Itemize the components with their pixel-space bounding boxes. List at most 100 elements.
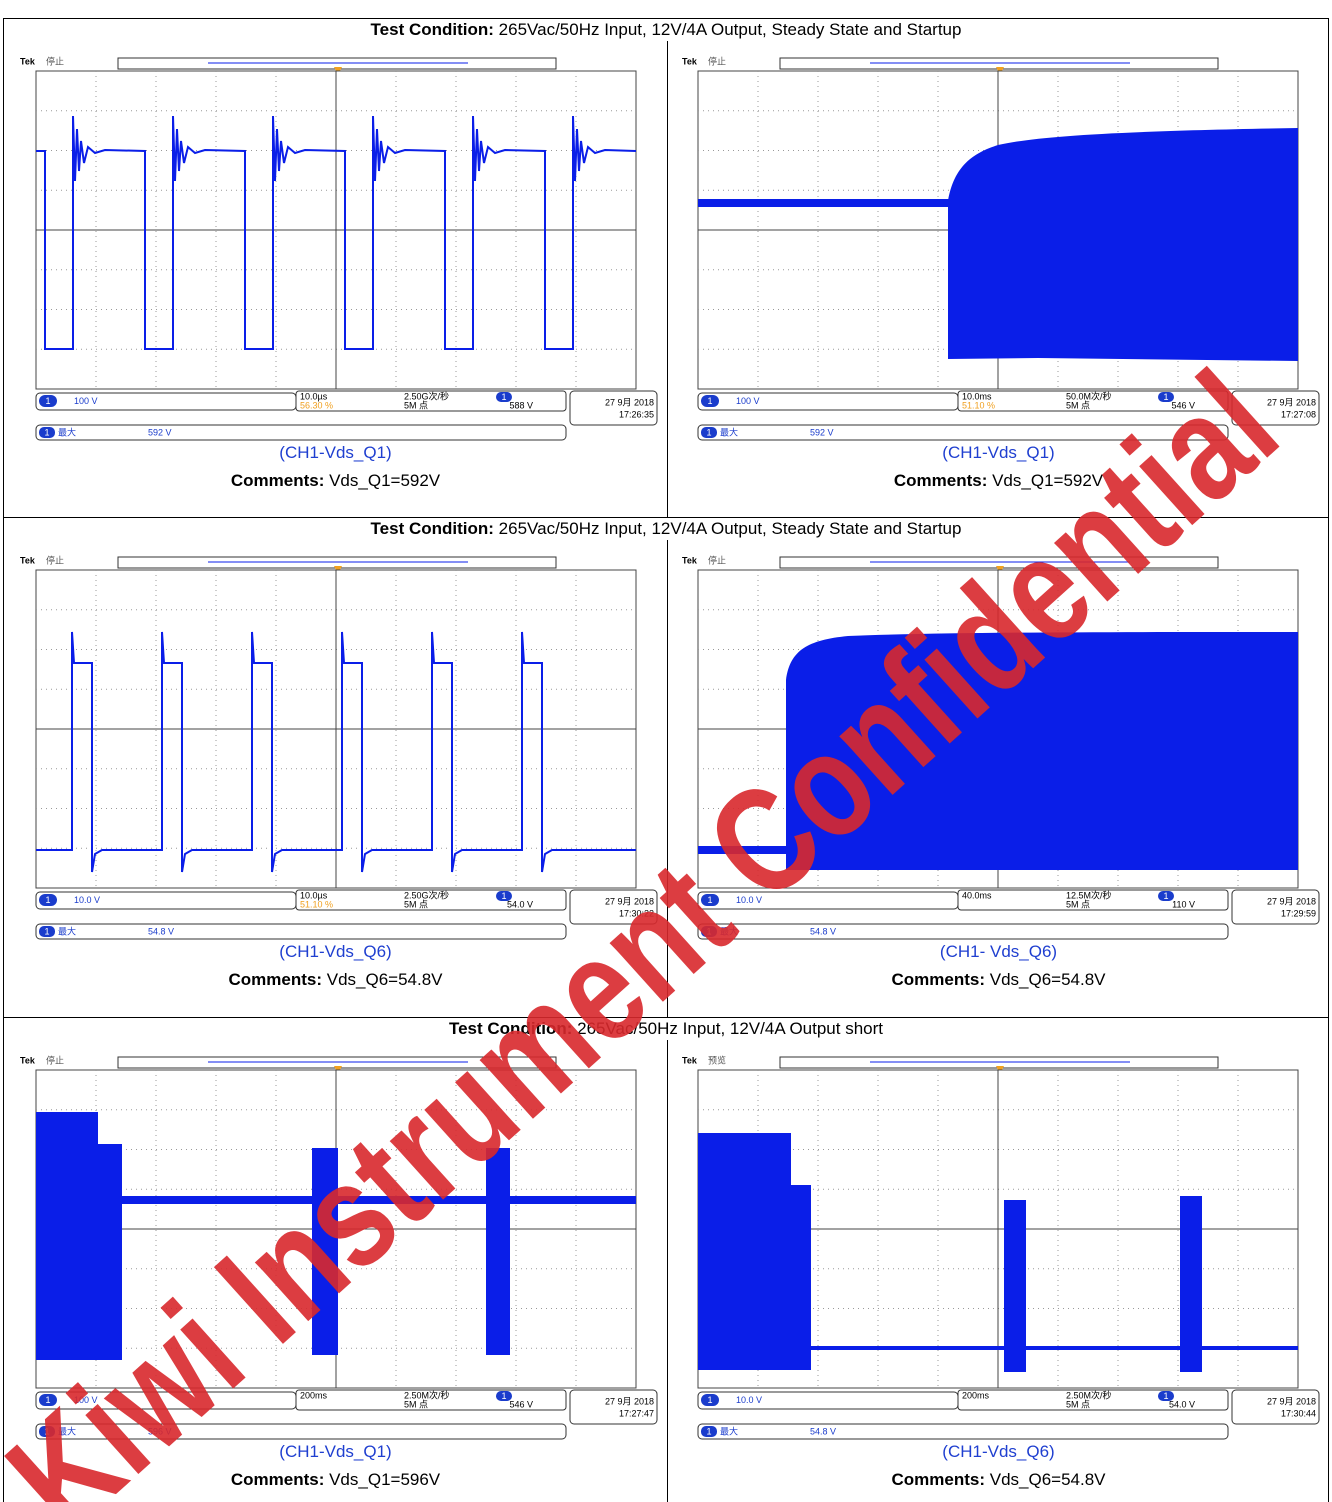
time: 17:27:47	[619, 1408, 654, 1418]
measure-value: 596 V	[148, 1426, 172, 1436]
oscilloscope-screen: Tek停止1100 V10.0µs56.30 %2.50G次/秒5M 点1588…	[18, 53, 658, 443]
trigger-channel: 1	[1163, 891, 1168, 901]
comments: Comments: Vds_Q6=54.8V	[667, 970, 1330, 990]
trigger-channel: 1	[1163, 1391, 1168, 1401]
measure-channel: 1	[706, 1426, 711, 1436]
condition-text: 265Vac/50Hz Input, 12V/4A Output, Steady…	[499, 519, 962, 538]
measure-box	[36, 924, 566, 939]
measure-box	[698, 1424, 1228, 1439]
trigger-channel: 1	[501, 392, 506, 402]
measure-channel: 1	[44, 427, 49, 437]
scope-status: 停止	[708, 554, 726, 565]
date-box	[570, 890, 657, 924]
comments-text: Vds_Q6=54.8V	[990, 970, 1106, 989]
trigger-channel: 1	[1163, 392, 1168, 402]
caption: (CH1-Vds_Q1)	[667, 443, 1330, 463]
scope-brand: Tek	[682, 555, 698, 565]
time: 17:29:59	[1281, 908, 1316, 918]
comments-label: Comments:	[894, 471, 988, 490]
test-condition: Test Condition: 265Vac/50Hz Input, 12V/4…	[4, 518, 1328, 540]
condition-label: Test Condition:	[371, 20, 494, 39]
measure-value: 592 V	[148, 427, 172, 437]
date: 27 9月 2018	[605, 1396, 654, 1406]
measure-box	[36, 1424, 566, 1439]
date: 27 9月 2018	[1267, 397, 1316, 407]
comments-label: Comments:	[231, 1470, 325, 1489]
channel-scale: 100 V	[74, 396, 98, 406]
waveform	[786, 632, 1298, 880]
channel-number: 1	[45, 1395, 50, 1405]
waveform	[1004, 1200, 1026, 1372]
page: Test Condition: 265Vac/50Hz Input, 12V/4…	[0, 0, 1332, 1502]
scope-status: 停止	[46, 554, 64, 565]
waveform	[312, 1148, 338, 1355]
trigger-channel: 1	[501, 1391, 506, 1401]
measure-box	[698, 425, 1228, 440]
comments-text: Vds_Q1=592V	[329, 471, 440, 490]
channel-scale: 10.0 V	[736, 1395, 762, 1405]
measure-channel: 1	[706, 427, 711, 437]
plot	[698, 570, 1298, 888]
plot	[698, 71, 1298, 389]
trigger-level: 54.0 V	[507, 899, 533, 909]
measure-value: 54.8 V	[810, 1426, 836, 1436]
channel-scale: 100 V	[736, 396, 760, 406]
comments-label: Comments:	[228, 970, 322, 989]
condition-label: Test Condition:	[449, 1019, 572, 1038]
date-box	[1232, 391, 1319, 425]
scope-brand: Tek	[20, 56, 36, 66]
caption: (CH1-Vds_Q6)	[4, 942, 667, 962]
comments: Comments: Vds_Q1=596V	[4, 1470, 667, 1490]
plot	[36, 71, 636, 389]
measure-box	[36, 425, 566, 440]
trigger-position: 56.30 %	[300, 400, 333, 410]
measure-box	[698, 924, 1228, 939]
comments: Comments: Vds_Q1=592V	[4, 471, 667, 491]
waveform	[36, 1112, 122, 1360]
comments-label: Comments:	[231, 471, 325, 490]
plot	[36, 1070, 636, 1388]
trigger-level: 110 V	[1172, 899, 1195, 909]
channel-scale: 10.0 V	[736, 895, 762, 905]
waveform	[698, 199, 950, 207]
channel-number: 1	[707, 396, 712, 406]
date-box	[570, 391, 657, 425]
condition-label: Test Condition:	[371, 519, 494, 538]
plot	[698, 1070, 1298, 1388]
trigger-level: 546 V	[1171, 400, 1195, 410]
scope-status: 停止	[46, 1054, 64, 1065]
trigger-position: 51.10 %	[962, 400, 995, 410]
comments-text: Vds_Q6=54.8V	[327, 970, 443, 989]
time: 17:26:35	[619, 409, 654, 419]
date: 27 9月 2018	[1267, 896, 1316, 906]
comments: Comments: Vds_Q1=592V	[667, 471, 1330, 491]
scope-brand: Tek	[20, 555, 36, 565]
date-box	[1232, 890, 1319, 924]
measure-label: 最大	[58, 426, 76, 437]
waveform	[811, 1346, 1298, 1350]
section: Test Condition: 265Vac/50Hz Input, 12V/4…	[3, 518, 1329, 1018]
measure-label: 最大	[720, 426, 738, 437]
record-length: 5M 点	[1066, 899, 1090, 909]
date-box	[570, 1390, 657, 1424]
timebase: 40.0ms	[962, 890, 992, 900]
trigger-level: 546 V	[509, 1399, 533, 1409]
caption: (CH1-Vds_Q6)	[667, 1442, 1330, 1462]
scope-brand: Tek	[20, 1055, 36, 1065]
record-length: 5M 点	[404, 1399, 428, 1409]
record-length: 5M 点	[1066, 1399, 1090, 1409]
time: 17:27:08	[1281, 409, 1316, 419]
comments-label: Comments:	[891, 970, 985, 989]
scope-brand: Tek	[682, 56, 698, 66]
date: 27 9月 2018	[1267, 1396, 1316, 1406]
measure-value: 54.8 V	[148, 926, 174, 936]
oscilloscope-screen: Tek预览110.0 V200ms2.50M次/秒5M 点154.0 V27 9…	[680, 1052, 1320, 1442]
channel-scale: 100 V	[74, 1395, 98, 1405]
trigger-channel: 1	[501, 891, 506, 901]
comments-text: Vds_Q6=54.8V	[990, 1470, 1106, 1489]
date: 27 9月 2018	[605, 397, 654, 407]
